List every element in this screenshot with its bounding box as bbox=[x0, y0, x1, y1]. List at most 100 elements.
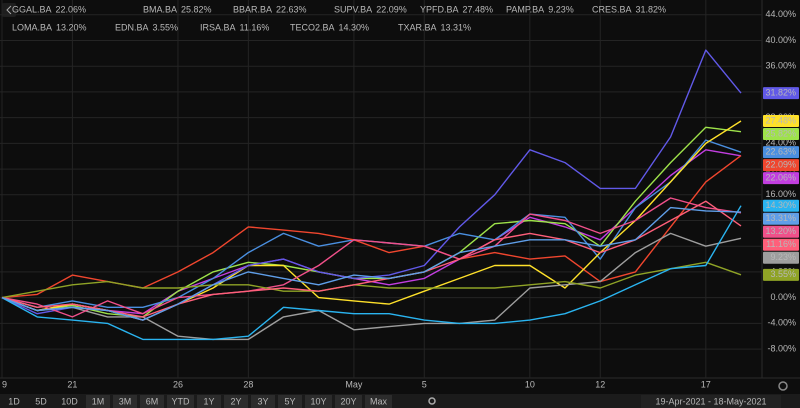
x-tick-label: 10 bbox=[525, 379, 535, 389]
y-tick-label: 16.00% bbox=[765, 189, 796, 199]
legend-name: GGAL.BA bbox=[12, 4, 52, 14]
collapse-icon bbox=[6, 5, 12, 15]
x-tick-label: 21 bbox=[67, 379, 77, 389]
price-badge bbox=[763, 146, 799, 159]
legend-name: TXAR.BA bbox=[398, 22, 437, 32]
range-button[interactable] bbox=[29, 395, 53, 408]
y-tick-label: -8.00% bbox=[767, 343, 796, 353]
y-tick-label: 36.00% bbox=[765, 61, 796, 71]
range-button-label[interactable]: 20Y bbox=[340, 396, 356, 406]
price-badge bbox=[763, 225, 799, 238]
range-button-label[interactable]: 5Y bbox=[284, 396, 295, 406]
y-tick-label: 24.00% bbox=[765, 138, 796, 148]
price-badge-label: 9.23% bbox=[770, 252, 796, 262]
legend-name: SUPV.BA bbox=[334, 4, 372, 14]
price-badge bbox=[763, 199, 799, 212]
range-button-label[interactable]: YTD bbox=[172, 396, 191, 406]
range-button-label[interactable]: 1D bbox=[8, 396, 20, 406]
series-line bbox=[1, 200, 742, 318]
range-button-label[interactable]: 10D bbox=[61, 396, 78, 406]
price-badge-label: 11.16% bbox=[766, 239, 796, 249]
range-button-label[interactable]: 3M bbox=[119, 396, 132, 406]
legend-value: 13.31% bbox=[441, 22, 472, 32]
legend-value: 25.82% bbox=[181, 4, 212, 14]
range-button[interactable] bbox=[56, 395, 83, 408]
collapse-button[interactable] bbox=[2, 3, 16, 17]
legend-name: CRES.BA bbox=[592, 4, 632, 14]
price-badge-label: 13.20% bbox=[765, 226, 796, 236]
legend-value: 22.06% bbox=[56, 4, 87, 14]
range-button[interactable] bbox=[140, 395, 164, 408]
range-button[interactable] bbox=[2, 395, 26, 408]
series-line bbox=[1, 206, 742, 321]
legend-name: BMA.BA bbox=[143, 4, 177, 14]
x-tick-label: 26 bbox=[173, 379, 183, 389]
legend-value: 27.48% bbox=[463, 4, 494, 14]
x-tick-label: 28 bbox=[243, 379, 253, 389]
legend-value: 14.30% bbox=[339, 22, 370, 32]
settings-icon[interactable] bbox=[778, 381, 788, 391]
price-badge-label: 14.30% bbox=[765, 200, 796, 210]
y-tick-label: 0.00% bbox=[770, 292, 796, 302]
range-button[interactable] bbox=[251, 395, 275, 408]
price-badge bbox=[763, 127, 799, 140]
range-button[interactable] bbox=[224, 395, 248, 408]
x-tick-label: May bbox=[345, 379, 363, 389]
legend-name: LOMA.BA bbox=[12, 22, 52, 32]
legend-value: 9.23% bbox=[548, 4, 574, 14]
range-button-label[interactable]: 6M bbox=[146, 396, 159, 406]
price-badge bbox=[763, 114, 799, 127]
range-button[interactable] bbox=[113, 395, 137, 408]
range-button[interactable] bbox=[197, 395, 221, 408]
price-badge-label: 22.63% bbox=[765, 147, 796, 157]
legend-name: EDN.BA bbox=[115, 22, 149, 32]
legend-value: 13.20% bbox=[56, 22, 87, 32]
legend-name: IRSA.BA bbox=[200, 22, 236, 32]
price-badge-label: 3.55% bbox=[770, 269, 796, 279]
legend-name: PAMP.BA bbox=[506, 4, 544, 14]
price-badge bbox=[763, 238, 799, 251]
range-button[interactable] bbox=[335, 395, 362, 408]
range-button[interactable] bbox=[365, 395, 392, 408]
y-tick-label: 44.00% bbox=[765, 9, 796, 19]
range-button-label[interactable]: Max bbox=[370, 396, 388, 406]
price-badge-label: 22.09% bbox=[765, 160, 796, 170]
toolbar-settings[interactable] bbox=[428, 397, 436, 405]
range-button-label[interactable]: 2Y bbox=[230, 396, 241, 406]
price-badge bbox=[763, 212, 799, 225]
range-button[interactable] bbox=[305, 395, 332, 408]
legend-name: BBAR.BA bbox=[233, 4, 272, 14]
legend-value: 31.82% bbox=[636, 4, 667, 14]
price-badge-label: 13.31% bbox=[765, 213, 796, 223]
y-tick-label: -4.00% bbox=[767, 318, 796, 328]
range-button[interactable] bbox=[86, 395, 110, 408]
legend-value: 22.09% bbox=[376, 4, 407, 14]
range-button-label[interactable]: 5D bbox=[35, 396, 47, 406]
range-button[interactable] bbox=[167, 395, 194, 408]
price-badge-label: 31.82% bbox=[765, 87, 796, 97]
date-range: 19-Apr-2021 - 18-May-2021 bbox=[655, 396, 766, 406]
legend-value: 11.16% bbox=[240, 22, 270, 32]
price-badge bbox=[763, 87, 799, 100]
price-badge bbox=[763, 251, 799, 264]
price-badge-label: 25.82% bbox=[765, 128, 796, 138]
series-line bbox=[1, 261, 742, 299]
price-badge bbox=[763, 159, 799, 172]
legend-name: TECO2.BA bbox=[290, 22, 335, 32]
range-button[interactable] bbox=[278, 395, 302, 408]
legend-value: 3.55% bbox=[153, 22, 179, 32]
range-button-label[interactable]: 10Y bbox=[310, 396, 326, 406]
date-range-box bbox=[641, 395, 781, 408]
price-badge-label: 22.06% bbox=[765, 173, 796, 183]
series-line bbox=[1, 205, 742, 341]
range-button-label[interactable]: 3Y bbox=[257, 396, 268, 406]
legend-name: YPFD.BA bbox=[420, 4, 459, 14]
range-button-label[interactable]: 1M bbox=[92, 396, 105, 406]
range-button-label[interactable]: 1Y bbox=[203, 396, 214, 406]
price-badge bbox=[763, 268, 799, 281]
x-tick-label: 9 bbox=[2, 379, 7, 389]
price-badge-label: 27.48% bbox=[765, 115, 796, 125]
